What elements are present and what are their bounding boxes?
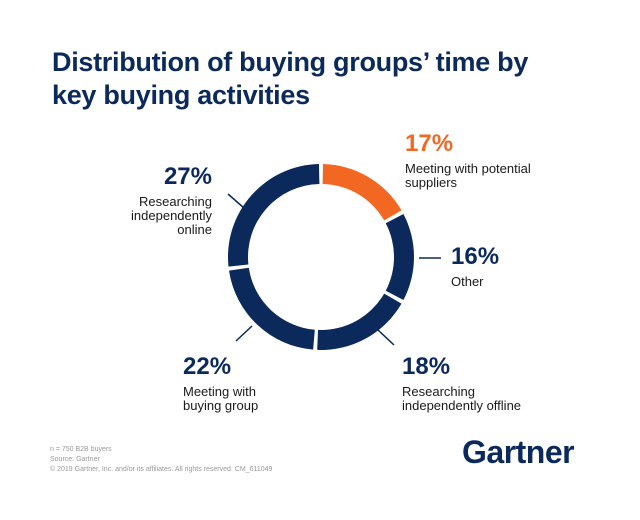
footnote: n = 750 B2B buyers bbox=[50, 446, 112, 453]
category-label: Researching independently online bbox=[131, 194, 212, 237]
footnotes: n = 750 B2B buyers Source: Gartner © 2019 … bbox=[50, 445, 272, 475]
leader-line bbox=[377, 329, 395, 346]
value-label: 22% bbox=[183, 353, 232, 380]
category-label: Other bbox=[451, 274, 484, 289]
footnote: © 2019 Gartner, Inc. and/or its affiliat… bbox=[50, 466, 273, 473]
value-label: 18% bbox=[402, 353, 451, 380]
segment-label: 22% Meeting with buying group bbox=[183, 353, 293, 413]
chart-title: Distribution of buying groups’ time by k… bbox=[52, 47, 529, 110]
segment-label: 27% Researching independently online bbox=[100, 163, 212, 237]
segment-label: 16% Other bbox=[451, 243, 531, 289]
footnote: Source: Gartner bbox=[50, 456, 100, 463]
segment-label: 18% Researching independently offline bbox=[402, 353, 522, 413]
logo: Gartner bbox=[462, 434, 575, 470]
segment-label: 17% Meeting with potential suppliers bbox=[405, 130, 545, 190]
value-label: 16% bbox=[451, 243, 500, 270]
leader-lines bbox=[227, 193, 441, 346]
leader-line bbox=[235, 325, 253, 342]
value-label: 17% bbox=[405, 130, 454, 157]
donut-segment bbox=[228, 164, 320, 267]
category-label: Researching independently offline bbox=[402, 384, 522, 413]
donut-segment bbox=[385, 214, 415, 300]
category-label: Meeting with potential suppliers bbox=[405, 161, 531, 190]
donut-segment bbox=[229, 267, 315, 350]
category-label: Meeting with buying group bbox=[183, 384, 259, 413]
donut-segment bbox=[317, 293, 402, 350]
value-label: 27% bbox=[163, 163, 212, 190]
donut-segment bbox=[322, 164, 402, 221]
leader-line bbox=[227, 193, 245, 209]
